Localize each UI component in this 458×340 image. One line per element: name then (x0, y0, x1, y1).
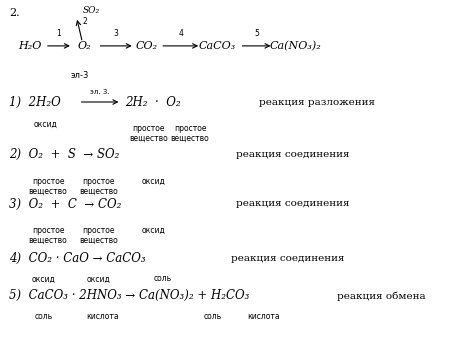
Text: реакция разложения: реакция разложения (259, 98, 375, 106)
Text: простое
вещество: простое вещество (79, 177, 118, 196)
Text: простое
вещество: простое вещество (79, 226, 118, 245)
Text: кислота: кислота (87, 312, 120, 321)
Text: 3)  O₂  +  C  → CO₂: 3) O₂ + C → CO₂ (9, 198, 121, 210)
Text: 3: 3 (114, 30, 119, 38)
Text: Ca(NO₃)₂: Ca(NO₃)₂ (270, 41, 321, 51)
Text: оксид: оксид (142, 177, 165, 186)
Text: эл. 3.: эл. 3. (90, 88, 109, 95)
Text: H₂O: H₂O (18, 41, 42, 51)
Text: оксид: оксид (87, 274, 110, 283)
Text: оксид: оксид (34, 120, 58, 129)
Text: 2: 2 (82, 17, 87, 26)
Text: оксид: оксид (32, 274, 55, 283)
Text: реакция обмена: реакция обмена (337, 291, 425, 301)
Text: 5)  CaCO₃ · 2HNO₃ → Ca(NO₃)₂ + H₂CO₃: 5) CaCO₃ · 2HNO₃ → Ca(NO₃)₂ + H₂CO₃ (9, 289, 250, 302)
Text: 2.: 2. (9, 8, 20, 18)
Text: простое
вещество: простое вещество (29, 177, 67, 196)
Text: 1: 1 (56, 30, 61, 38)
Text: соль: соль (204, 312, 222, 321)
Text: 2)  O₂  +  S  → SO₂: 2) O₂ + S → SO₂ (9, 148, 120, 161)
Text: 5: 5 (254, 30, 259, 38)
Text: реакция соединения: реакция соединения (231, 254, 345, 263)
Text: реакция соединения: реакция соединения (236, 150, 349, 159)
Text: CaCO₃: CaCO₃ (199, 41, 236, 51)
Text: SO₂: SO₂ (82, 6, 99, 15)
Text: 4: 4 (178, 30, 183, 38)
Text: соль: соль (153, 274, 172, 283)
Text: эл-3: эл-3 (71, 71, 89, 80)
Text: 4)  CO₂ · CaO → CaCO₃: 4) CO₂ · CaO → CaCO₃ (9, 252, 146, 265)
Text: CO₂: CO₂ (136, 41, 158, 51)
Text: 2H₂  ·  O₂: 2H₂ · O₂ (125, 96, 180, 108)
Text: O₂: O₂ (78, 41, 92, 51)
Text: простое
вещество: простое вещество (130, 124, 168, 143)
Text: кислота: кислота (247, 312, 280, 321)
Text: реакция соединения: реакция соединения (236, 200, 349, 208)
Text: простое
вещество: простое вещество (171, 124, 209, 143)
Text: оксид: оксид (142, 226, 165, 235)
Text: соль: соль (34, 312, 53, 321)
Text: простое
вещество: простое вещество (29, 226, 67, 245)
Text: 1)  2H₂O: 1) 2H₂O (9, 96, 61, 108)
